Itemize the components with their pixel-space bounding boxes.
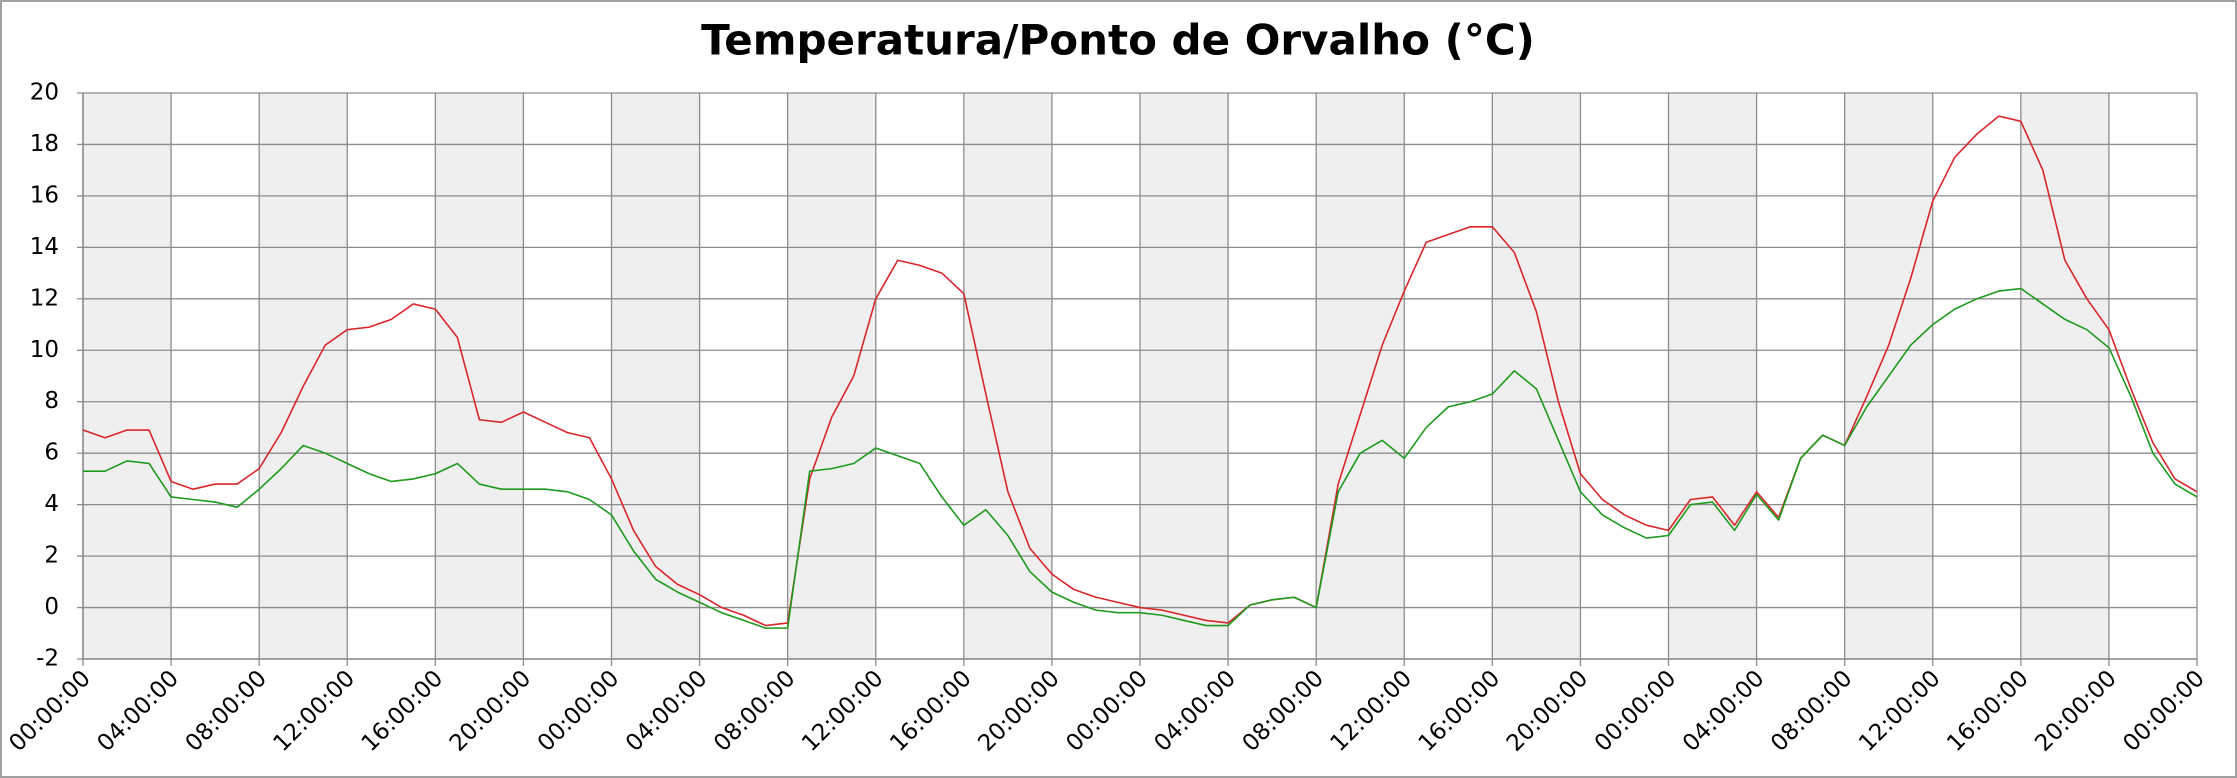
band [1492,93,1581,659]
y-tick-label: 14 [30,234,59,260]
band [1316,93,1405,659]
band [1140,93,1229,659]
y-tick-label: 18 [30,131,59,157]
band [963,93,1052,659]
y-tick-label: 2 [44,543,59,569]
chart-title: Temperatura/Ponto de Orvalho (°C) [701,16,1535,65]
y-tick-label: 16 [30,182,59,208]
band [2020,93,2109,659]
band [1668,93,1757,659]
y-tick-label: 20 [30,80,59,106]
band [435,93,524,659]
band [611,93,700,659]
band [83,93,172,659]
y-tick-label: 0 [44,594,59,620]
y-tick-label: 6 [44,440,59,466]
y-tick-label: 8 [44,388,59,414]
y-tick-label: 10 [30,337,59,363]
band [787,93,876,659]
band [259,93,348,659]
line-series [83,287,2198,629]
y-tick-label: 4 [44,491,59,517]
y-tick-label: 12 [30,285,59,311]
y-tick-label: -2 [36,646,59,672]
